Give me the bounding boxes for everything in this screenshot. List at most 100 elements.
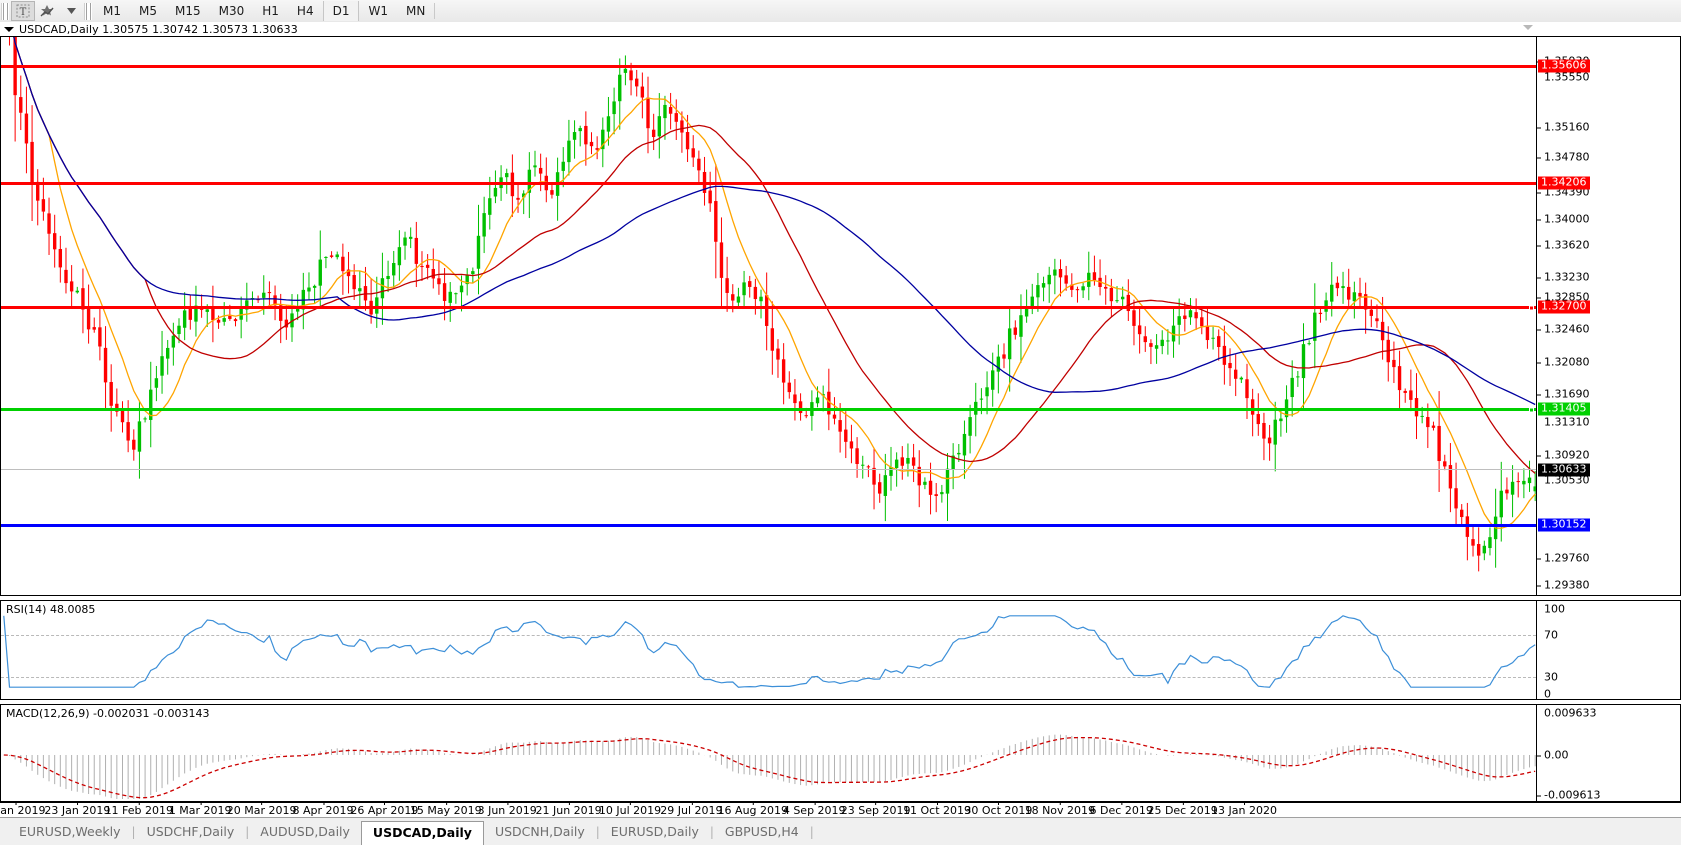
timeframe-m1[interactable]: M1 <box>103 4 121 18</box>
level-line-support-green[interactable] <box>1 407 1536 412</box>
date-axis-label: 4 Jan 2019 <box>0 802 45 817</box>
toolbar-grip-2[interactable] <box>84 2 92 20</box>
price-tag-resistance-2[interactable]: 1.34206 <box>1538 176 1590 190</box>
scale-collapse-icon[interactable] <box>1523 25 1533 30</box>
timeframe-m15[interactable]: M15 <box>175 4 201 18</box>
date-axis-label: 29 Jul 2019 <box>660 802 723 817</box>
price-tick: 1.34000 <box>1537 213 1590 226</box>
date-axis-label: 13 Jan 2020 <box>1211 802 1277 817</box>
chart-menu-triangle-icon[interactable] <box>4 26 14 32</box>
indicators-icon[interactable] <box>35 1 59 21</box>
date-axis-label: 4 Sep 2019 <box>782 802 846 817</box>
tab-eurusd-weekly[interactable]: EURUSD,Weekly <box>19 824 121 839</box>
chart-window: USDCAD,Daily 1.30575 1.30742 1.30573 1.3… <box>0 22 1681 817</box>
price-plot-area[interactable] <box>1 37 1536 595</box>
price-tick: 1.33230 <box>1537 271 1590 284</box>
main-toolbar: T M1 M5 M15 M30 H1 H4 D1 W1 MN <box>0 0 1681 23</box>
date-axis-label: 18 Nov 2019 <box>1024 802 1096 817</box>
price-scale[interactable]: 1.35930 1.35550 1.35160 1.34780 1.34390 … <box>1536 37 1680 595</box>
level-line-last-price <box>1 469 1536 470</box>
price-tick: 1.32080 <box>1537 356 1590 369</box>
price-tag-resistance-1[interactable]: 1.35606 <box>1538 59 1590 73</box>
date-axis-label: 3 Jun 2019 <box>477 802 537 817</box>
rsi-tick: 30 <box>1544 670 1558 684</box>
price-tick: 1.31310 <box>1544 415 1590 429</box>
tab-eurusd-daily[interactable]: EURUSD,Daily <box>610 824 699 839</box>
timeframe-m30[interactable]: M30 <box>218 4 245 18</box>
price-tick: 1.35160 <box>1537 121 1590 134</box>
date-axis-label: 21 Jun 2019 <box>535 802 602 817</box>
rsi-label: RSI(14) 48.0085 <box>6 603 96 616</box>
date-axis-label: 23 Sep 2019 <box>840 802 911 817</box>
tab-audusd-daily[interactable]: AUDUSD,Daily <box>260 824 350 839</box>
price-tick: 1.34780 <box>1537 151 1590 164</box>
rsi-series <box>3 615 1536 688</box>
tab-divider: | <box>245 825 250 839</box>
price-tag-support-blue[interactable]: 1.30152 <box>1538 518 1590 532</box>
macd-tick: 0.00 <box>1537 749 1569 762</box>
chart-title-bar: USDCAD,Daily 1.30575 1.30742 1.30573 1.3… <box>0 22 1681 36</box>
date-axis-label: 23 Jan 2019 <box>44 802 111 817</box>
macd-pane[interactable]: MACD(12,26,9) -0.002031 -0.003143 0.0096… <box>0 704 1681 802</box>
timeframe-group: M1 M5 M15 M30 H1 H4 D1 W1 MN <box>94 0 436 22</box>
price-tag-resistance-3[interactable]: 1.32700 <box>1538 300 1590 314</box>
timeframe-mn[interactable]: MN <box>405 4 426 18</box>
toolbar-grip-1[interactable] <box>1 2 9 20</box>
price-tick: 1.33620 <box>1537 239 1590 252</box>
dropdown-arrow-icon[interactable] <box>59 1 83 21</box>
chart-tab-bar: EURUSD,Weekly | USDCHF,Daily | AUDUSD,Da… <box>0 817 1681 845</box>
rsi-oversold-line <box>1 677 1536 678</box>
tab-divider: | <box>809 825 814 839</box>
date-axis-label: 11 Feb 2019 <box>104 802 174 817</box>
price-tick: 1.30920 <box>1537 449 1590 462</box>
timeframe-w1[interactable]: W1 <box>368 4 388 18</box>
price-pane[interactable]: 1.35930 1.35550 1.35160 1.34780 1.34390 … <box>0 36 1681 596</box>
timeframe-d1[interactable]: D1 <box>322 1 360 21</box>
date-axis-label: 16 Aug 2019 <box>717 802 789 817</box>
rsi-tick: 0 <box>1544 687 1551 701</box>
level-handle-support-green[interactable] <box>1529 407 1534 412</box>
rsi-plot-area[interactable]: RSI(14) 48.0085 <box>1 601 1536 699</box>
text-tool-icon[interactable]: T <box>11 1 35 21</box>
price-tick: 1.31690 <box>1537 388 1590 401</box>
candlestick-series <box>8 37 1536 572</box>
price-tag-support-green[interactable]: 1.31405 <box>1538 402 1590 416</box>
level-line-resistance-1[interactable] <box>1 65 1536 68</box>
price-tick: 1.29760 <box>1537 552 1590 565</box>
price-tag-last-price: 1.30633 <box>1538 463 1590 477</box>
timeframe-h1[interactable]: H1 <box>262 4 279 18</box>
level-handle-resistance-3[interactable] <box>1529 305 1534 310</box>
date-axis-label: 6 Dec 2019 <box>1089 802 1153 817</box>
price-tick: 1.30530 <box>1544 473 1590 487</box>
macd-series <box>3 734 1536 799</box>
level-line-support-blue[interactable] <box>1 524 1536 527</box>
tab-gbpusd-h4[interactable]: GBPUSD,H4 <box>724 824 799 839</box>
date-axis-label: 10 Jul 2019 <box>598 802 662 817</box>
timeframe-h4[interactable]: H4 <box>296 4 314 18</box>
date-axis-label: 15 May 2019 <box>409 802 482 817</box>
date-axis-label: 25 Dec 2019 <box>1147 802 1218 817</box>
date-axis-label: 30 Oct 2019 <box>964 802 1033 817</box>
date-axis-label: 11 Oct 2019 <box>902 802 972 817</box>
tab-divider: | <box>595 825 600 839</box>
timeframe-m5[interactable]: M5 <box>139 4 157 18</box>
price-tick: 1.29380 <box>1537 579 1590 592</box>
level-line-resistance-2[interactable] <box>1 182 1536 185</box>
tab-usdcad-daily[interactable]: USDCAD,Daily <box>360 821 484 845</box>
tab-divider: | <box>709 825 714 839</box>
rsi-tick: 70 <box>1544 628 1558 642</box>
price-tick: 1.35550 <box>1544 70 1590 84</box>
date-axis-label: 1 Mar 2019 <box>168 802 232 817</box>
level-line-resistance-3[interactable] <box>1 305 1536 310</box>
rsi-scale[interactable]: 100 70 30 0 <box>1536 601 1680 701</box>
rsi-pane[interactable]: RSI(14) 48.0085 100 70 30 0 <box>0 600 1681 701</box>
tab-usdchf-daily[interactable]: USDCHF,Daily <box>146 824 235 839</box>
macd-plot-area[interactable]: MACD(12,26,9) -0.002031 -0.003143 <box>1 705 1536 801</box>
svg-text:T: T <box>20 7 27 18</box>
macd-scale[interactable]: 0.009633 0.00 -0.009613 <box>1536 705 1680 802</box>
tab-usdcnh-daily[interactable]: USDCNH,Daily <box>494 824 585 839</box>
toolbar-divider <box>434 3 436 19</box>
rsi-overbought-line <box>1 635 1536 636</box>
